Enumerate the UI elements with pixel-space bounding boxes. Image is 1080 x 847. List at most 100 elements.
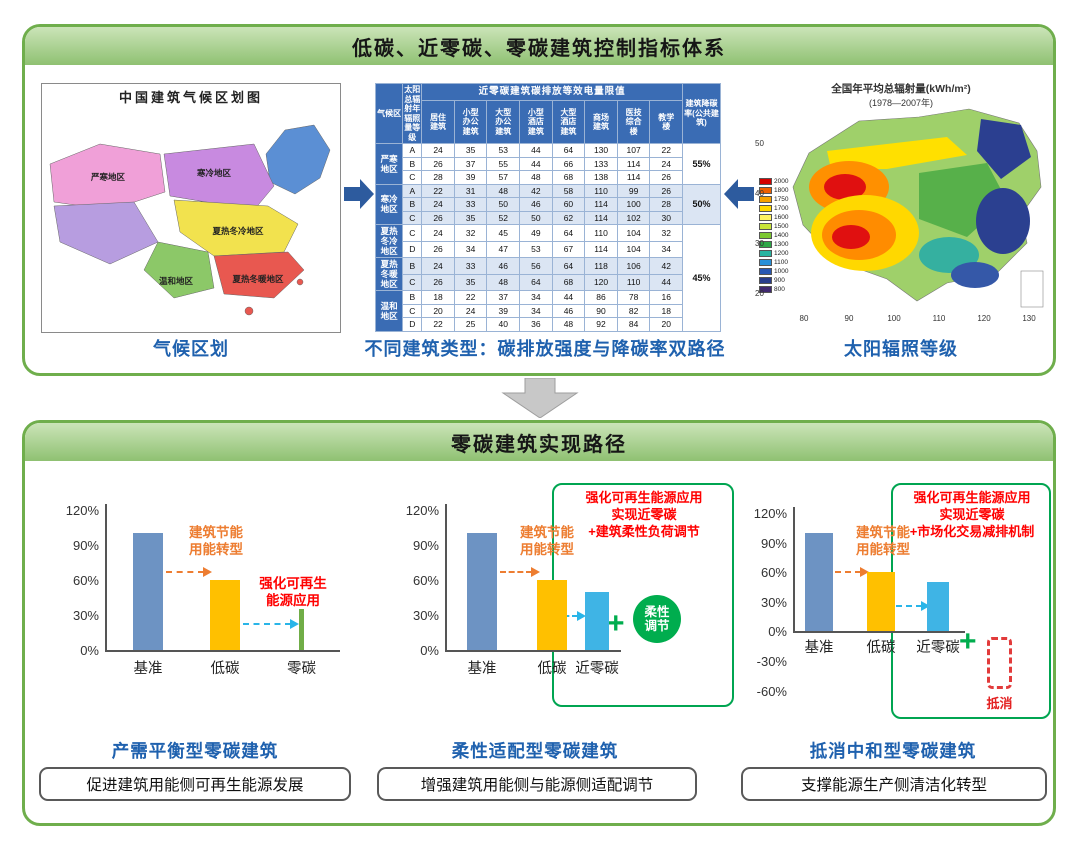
limit-value-cell: 28: [421, 170, 455, 185]
map-x-tick: 90: [844, 314, 854, 323]
limit-value-cell: 46: [519, 197, 553, 212]
table-header-row: 居住 建筑 小型 办公 建筑 大型 办公 建筑 小型 酒店 建筑 大型 酒店 建筑 商场 …: [376, 100, 721, 144]
map-x-tick: 100: [887, 314, 901, 323]
limit-value-cell: 130: [584, 143, 618, 158]
map-region: [143, 241, 215, 299]
limit-value-cell: 56: [519, 257, 553, 275]
legend-swatch: [759, 277, 772, 284]
limit-value-cell: 30: [649, 210, 684, 225]
climate-zone-cell: 夏热冬暖地区: [374, 257, 404, 291]
bar-label: 低碳: [210, 661, 240, 677]
limit-value-cell: 86: [584, 290, 618, 305]
radiation-level-cell: A: [402, 143, 423, 158]
radiation-legend: 2000 1800 1750 1700 1600 1500 1400 1300 1200 1100…: [759, 177, 788, 294]
radiation-level-cell: C: [402, 303, 423, 318]
limit-value-cell: 48: [551, 317, 586, 332]
limit-value-cell: 64: [519, 273, 553, 291]
bar: [537, 580, 567, 650]
limit-value-cell: 66: [551, 156, 586, 171]
limit-value-cell: 31: [453, 183, 488, 198]
reduction-rate-cell: 45%: [682, 224, 721, 332]
pathway-title: 零碳建筑实现路径: [25, 423, 1053, 461]
limit-value-cell: 24: [421, 197, 455, 212]
limit-value-cell: 78: [616, 290, 651, 305]
limit-value-cell: 36: [519, 317, 553, 332]
climate-zone-header: 气候区: [374, 83, 404, 144]
energy-saving-note: 建筑节能 用能转型: [856, 525, 910, 557]
limit-value-cell: 114: [584, 197, 618, 212]
limit-value-cell: 50: [486, 197, 521, 212]
bar-label: 低碳: [537, 661, 567, 677]
table-row: 寒冷地区 A 22 31 48 42 58 110 99 26 50%: [374, 183, 721, 225]
limit-value-cell: 45: [486, 224, 521, 242]
climate-region-label: 严寒地区: [90, 172, 126, 182]
radiation-level-cell: C: [402, 273, 423, 291]
legend-swatch: [759, 214, 772, 221]
limit-value-cell: 33: [453, 257, 488, 275]
legend-value: 1100: [774, 259, 788, 266]
legend-row: 1400: [759, 231, 788, 240]
radiation-caption: 太阳辐照等级: [844, 339, 958, 359]
limit-value-cell: 92: [584, 317, 618, 332]
down-arrow-icon: [501, 378, 579, 418]
y-tick-label: 60%: [412, 573, 439, 588]
limit-value-cell: 64: [551, 224, 586, 242]
y-tick-label: -60%: [756, 683, 787, 699]
map-region: [265, 124, 331, 195]
reduction-rate-header: 建筑降碳率(公共建筑): [682, 83, 721, 144]
limit-value-cell: 32: [453, 224, 488, 242]
limit-value-cell: 34: [453, 240, 488, 258]
building-type-header: 大型 办公 建筑: [486, 100, 521, 144]
y-tick-label: 30%: [72, 608, 99, 623]
limit-value-cell: 57: [486, 170, 521, 185]
limit-value-cell: 110: [616, 273, 651, 291]
plus-sign: +: [959, 625, 977, 658]
bar-label: 零碳: [287, 661, 316, 677]
map-region: [53, 201, 159, 265]
radiation-level-cell: C: [402, 224, 423, 242]
legend-swatch: [759, 286, 772, 293]
building-type-header: 居住 建筑: [421, 100, 455, 144]
limit-value-cell: 107: [616, 143, 651, 158]
climate-zone-cell: 温和地区: [374, 290, 404, 332]
limit-value-cell: 46: [486, 257, 521, 275]
table-row: D 26 34 47 53 67 114 104 34: [376, 240, 721, 258]
limit-value-cell: 32: [649, 224, 684, 242]
radiation-map-subtitle: (1978—2007年): [868, 98, 934, 108]
limit-value-cell: 39: [453, 170, 488, 185]
limit-value-cell: 106: [616, 257, 651, 275]
energy-saving-note: 建筑节能 用能转型: [520, 525, 574, 557]
limit-value-cell: 24: [421, 224, 455, 242]
legend-value: 1000: [774, 268, 789, 275]
legend-swatch: [759, 187, 772, 194]
limit-value-cell: 48: [519, 170, 553, 185]
y-tick-label: 0%: [768, 624, 787, 640]
y-tick-label: 120%: [753, 506, 787, 521]
limit-value-cell: 82: [616, 303, 651, 318]
climate-map-graphic: 严寒地区 寒冷地区 夏热冬冷地区 夏热冬暖地区 温和地区: [49, 124, 331, 316]
limit-value-cell: 114: [584, 240, 618, 258]
map-x-tick: 130: [1022, 314, 1036, 323]
climate-zone-cell: 夏热冬冷地区: [374, 224, 404, 258]
radiation-map-title: 全国年平均总辐射量(kWh/m²): [831, 83, 971, 95]
x-axis-line: [793, 631, 965, 634]
y-axis-line: [445, 504, 447, 650]
indicator-system-title: 低碳、近零碳、零碳建筑控制指标体系: [25, 27, 1053, 65]
bar: [927, 582, 949, 632]
table-row: 严寒地区 A 24 35 53 44 64 130 107 22 55%: [374, 143, 721, 185]
limit-value-cell: 100: [616, 197, 651, 212]
legend-value: 1700: [774, 205, 789, 212]
legend-value: 1300: [774, 241, 789, 248]
limit-value-cell: 138: [584, 170, 618, 185]
bar-label: 低碳: [866, 640, 896, 656]
x-axis-line: [445, 650, 621, 652]
limit-value-cell: 42: [649, 257, 684, 275]
map-y-tick: 30: [755, 239, 764, 248]
limit-value-cell: 48: [486, 183, 521, 198]
limit-value-cell: 44: [519, 143, 553, 158]
table-row: D 22 25 40 36 48 92 84 20: [376, 317, 721, 332]
limit-value-cell: 64: [551, 257, 586, 275]
flow-arrow-right-icon: [344, 179, 374, 209]
limit-value-cell: 35: [453, 143, 488, 158]
y-tick-label: 30%: [760, 594, 787, 610]
